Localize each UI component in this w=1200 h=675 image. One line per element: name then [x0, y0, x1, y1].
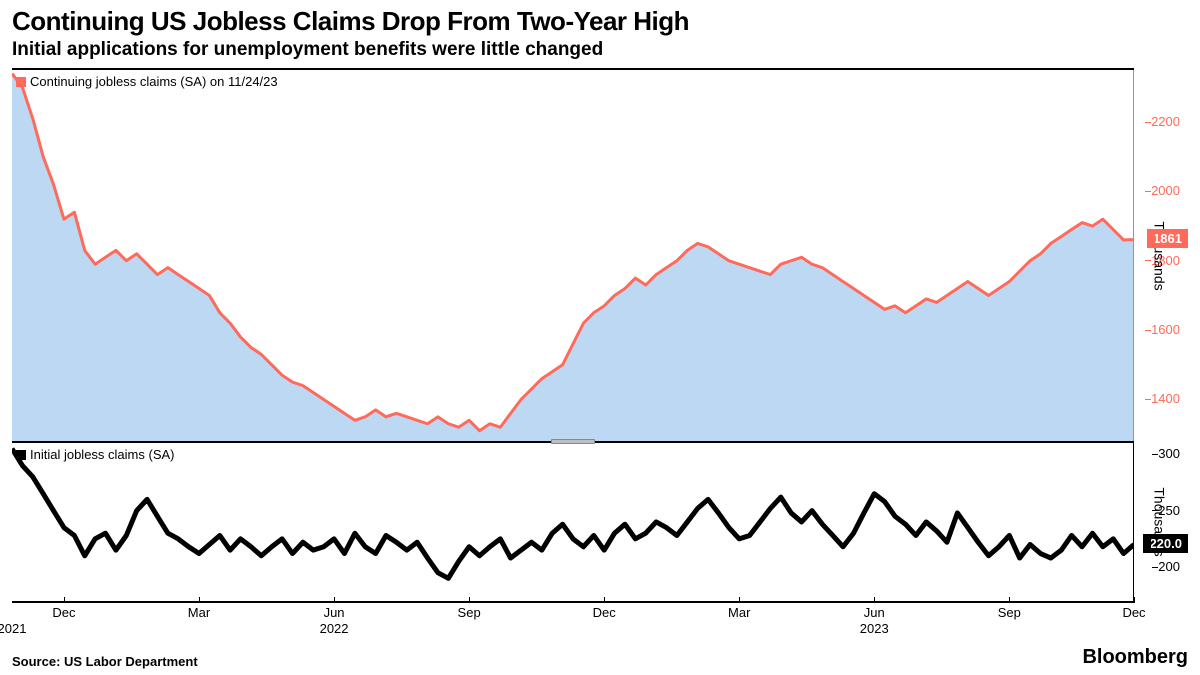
legend-label: Continuing jobless claims (SA) on 11/24/… [30, 74, 278, 89]
value-callout: 1861 [1147, 229, 1188, 248]
brand-logo: Bloomberg [1082, 646, 1188, 669]
value-callout: 220.0 [1143, 534, 1188, 553]
legend-label: Initial jobless claims (SA) [30, 447, 175, 462]
legend-initial: Initial jobless claims (SA) [16, 447, 175, 462]
area-plot [12, 70, 1134, 441]
chart-subtitle: Initial applications for unemployment be… [12, 39, 1188, 61]
line-plot [12, 443, 1134, 601]
chart-area: Continuing jobless claims (SA) on 11/24/… [12, 68, 1134, 603]
legend-swatch-icon [16, 77, 26, 87]
x-axis: DecMarJunSepDecMarJunSepDec202120222023 [12, 603, 1134, 643]
chart-title: Continuing US Jobless Claims Drop From T… [12, 6, 1188, 37]
scrollbar-thumb[interactable] [551, 439, 596, 444]
source-attribution: Source: US Labor Department [12, 654, 198, 669]
legend-swatch-icon [16, 450, 26, 460]
panel-continuing-claims: Continuing jobless claims (SA) on 11/24/… [12, 70, 1134, 443]
panel-initial-claims: Initial jobless claims (SA) 200250300 Th… [12, 443, 1134, 603]
legend-continuing: Continuing jobless claims (SA) on 11/24/… [16, 74, 278, 89]
